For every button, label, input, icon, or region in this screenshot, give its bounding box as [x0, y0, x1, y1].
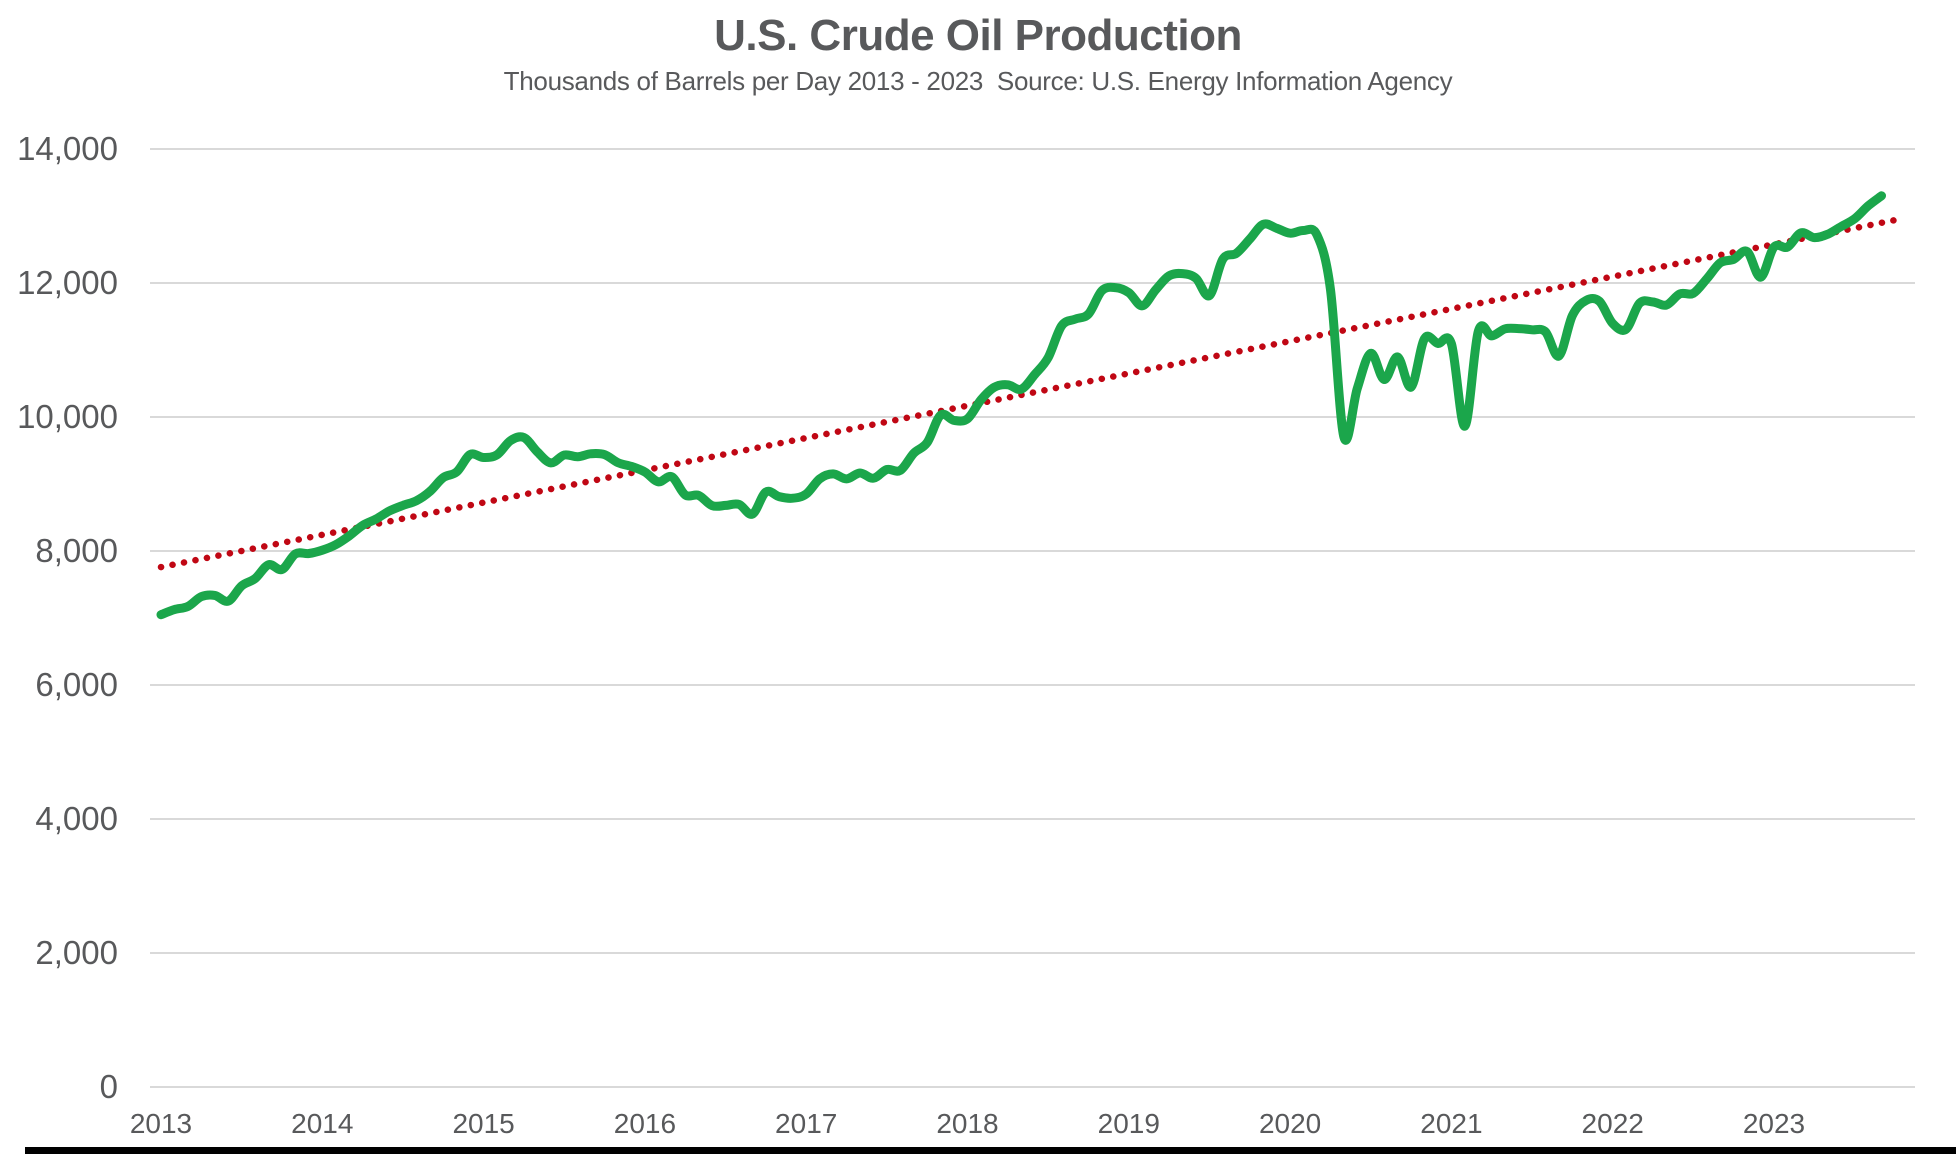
x-axis-tick-label: 2016	[614, 1108, 676, 1139]
y-axis-tick-label: 2,000	[35, 934, 118, 971]
y-axis-tick-label: 12,000	[17, 264, 118, 301]
bottom-border-bar	[25, 1147, 1956, 1154]
y-axis-tick-label: 4,000	[35, 800, 118, 837]
x-axis-tick-label: 2023	[1743, 1108, 1805, 1139]
y-axis-tick-label: 10,000	[17, 398, 118, 435]
x-axis-tick-label: 2015	[452, 1108, 514, 1139]
y-axis-tick-label: 8,000	[35, 532, 118, 569]
x-axis-tick-label: 2021	[1420, 1108, 1482, 1139]
x-axis-tick-label: 2018	[936, 1108, 998, 1139]
y-axis-tick-label: 0	[100, 1068, 118, 1105]
x-axis-tick-label: 2019	[1098, 1108, 1160, 1139]
x-axis-tick-label: 2014	[291, 1108, 353, 1139]
x-axis-tick-label: 2017	[775, 1108, 837, 1139]
y-axis-tick-label: 6,000	[35, 666, 118, 703]
x-axis-tick-label: 2013	[130, 1108, 192, 1139]
production-line	[156, 191, 1886, 620]
chart-header: U.S. Crude Oil Production Thousands of B…	[0, 11, 1956, 97]
y-axis-tick-label: 14,000	[17, 130, 118, 167]
x-axis-tick-label: 2022	[1582, 1108, 1644, 1139]
chart-title: U.S. Crude Oil Production	[714, 11, 1242, 60]
chart-subtitle: Thousands of Barrels per Day 2013 - 2023…	[503, 66, 1453, 97]
trend-line	[157, 216, 1903, 571]
x-axis-tick-label: 2020	[1259, 1108, 1321, 1139]
